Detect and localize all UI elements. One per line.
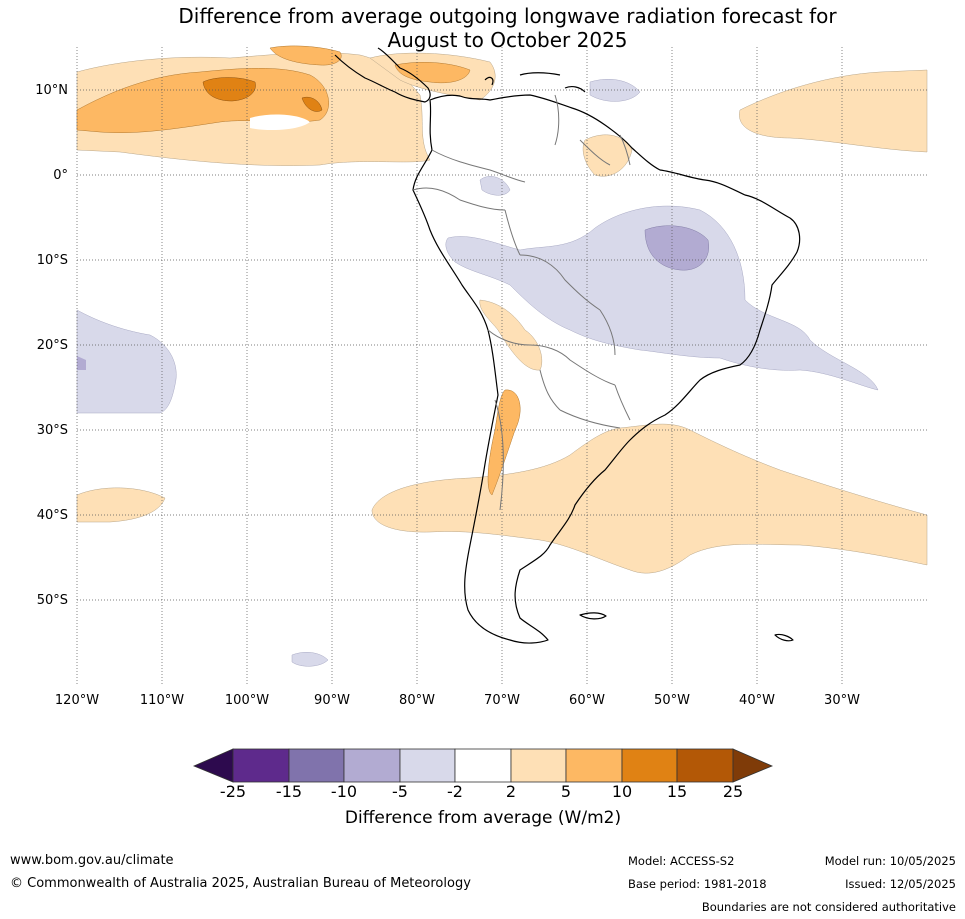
colorbar-tick: -25 [219, 782, 247, 801]
title-line-2: August to October 2025 [387, 28, 628, 52]
lon-label-120w: 120°W [54, 693, 100, 708]
positive-anomaly-southern-band [371, 423, 928, 574]
lon-label-90w: 90°W [314, 693, 350, 708]
lat-label-30s: 30°S [36, 423, 68, 438]
positive-anomaly-chile [487, 389, 521, 496]
caribbean-islands [484, 72, 586, 93]
lat-label-10s: 10°S [36, 253, 68, 268]
country-borders [412, 94, 631, 511]
colorbar-tick: 5 [560, 782, 572, 801]
lon-label-80w: 80°W [399, 693, 435, 708]
positive-anomaly-andes [479, 299, 543, 371]
central-america-coastline [334, 47, 431, 103]
graticule [76, 47, 927, 685]
coastlines [334, 47, 801, 644]
lat-label-10n: 10°N [35, 83, 68, 98]
positive-anomaly-core-2 [394, 62, 471, 84]
colorbar-extend-low [192, 748, 234, 783]
map-title: Difference from average outgoing longwav… [0, 4, 965, 52]
falkland-islands [579, 612, 607, 620]
footer-model: Model: ACCESS-S2 [628, 854, 735, 868]
negative-anomaly-small-north [589, 79, 641, 102]
positive-anomaly-southern-west [76, 487, 166, 523]
positive-anomaly-atlantic-north [739, 69, 928, 153]
colorbar-swatch-8 [621, 748, 678, 783]
colorbar-swatch-7 [565, 748, 623, 783]
colorbar-swatch-9 [676, 748, 734, 783]
title-line-1: Difference from average outgoing longwav… [178, 4, 837, 28]
colorbar-swatch-5 [454, 748, 512, 783]
south-america-coastline [412, 94, 801, 644]
colorbar-label: Difference from average (W/m2) [344, 808, 622, 828]
footer-copyright: © Commonwealth of Australia 2025, Austra… [10, 876, 471, 891]
lat-label-20s: 20°S [36, 338, 68, 353]
colorbar-tick: -2 [447, 782, 463, 801]
colorbar-swatch-1 [232, 748, 290, 783]
positive-anomaly-guianas [582, 134, 633, 177]
footer-disclaimer: Boundaries are not considered authoritat… [701, 900, 956, 914]
lon-label-60w: 60°W [569, 693, 605, 708]
lat-label-40s: 40°S [36, 508, 68, 523]
lon-label-100w: 100°W [224, 693, 270, 708]
lat-label-50s: 50°S [36, 593, 68, 608]
lon-label-70w: 70°W [484, 693, 520, 708]
negative-anomaly-core [644, 225, 710, 271]
negative-anomaly-edge [77, 356, 86, 370]
positive-anomaly-core-3 [269, 45, 342, 66]
colorbar-tick: 2 [505, 782, 517, 801]
negative-anomaly-brazil [445, 205, 879, 391]
footer-url: www.bom.gov.au/climate [10, 853, 174, 868]
colorbar-tick: 10 [611, 782, 633, 801]
colorbar-swatch-3 [343, 748, 401, 783]
lon-label-110w: 110°W [139, 693, 185, 708]
colorbar-tick: -5 [392, 782, 408, 801]
negative-anomaly-south-pacific [291, 652, 329, 667]
negative-anomaly-small-amazon [479, 176, 511, 196]
lon-label-30w: 30°W [824, 693, 860, 708]
south-georgia [774, 633, 794, 642]
colorbar-swatch-4 [399, 748, 456, 783]
footer-base-period: Base period: 1981-2018 [628, 877, 767, 891]
negative-anomaly-pacific [76, 309, 177, 414]
colorbar-tick: 15 [666, 782, 688, 801]
colorbar-tick: 25 [722, 782, 744, 801]
lat-label-0: 0° [53, 168, 68, 183]
colorbar-swatch-2 [288, 748, 345, 783]
colorbar-tick: -10 [330, 782, 358, 801]
colorbar-extend-high [732, 748, 774, 783]
footer-issued: Issued: 12/05/2025 [845, 877, 956, 891]
anomaly-fills [76, 45, 928, 667]
positive-anomaly-strong-core [202, 77, 256, 102]
lon-label-40w: 40°W [739, 693, 775, 708]
lon-label-50w: 50°W [654, 693, 690, 708]
colorbar [192, 748, 774, 783]
colorbar-tick: -15 [275, 782, 303, 801]
colorbar-swatch-6 [510, 748, 567, 783]
footer-model-run: Model run: 10/05/2025 [824, 854, 956, 868]
white-gap [250, 114, 310, 130]
positive-anomaly-strong-core-2 [301, 96, 323, 112]
